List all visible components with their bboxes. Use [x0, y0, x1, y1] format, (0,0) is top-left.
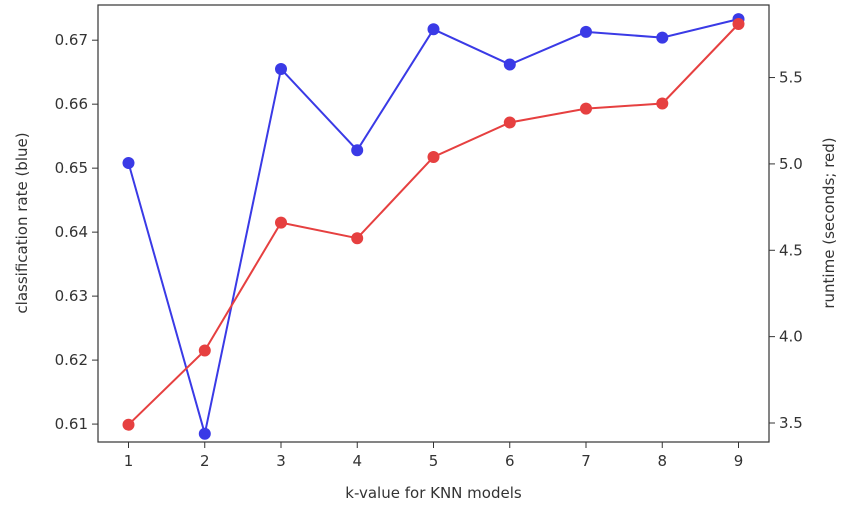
- classification-rate-point: [275, 63, 287, 75]
- runtime-point: [503, 116, 516, 129]
- x-tick-label: 8: [657, 452, 667, 470]
- x-tick-label: 9: [734, 452, 744, 470]
- classification-rate-point: [427, 23, 440, 36]
- runtime-point: [427, 151, 440, 163]
- left-y-tick-label: 0.62: [55, 351, 88, 369]
- x-tick-label: 3: [276, 452, 286, 470]
- right-y-tick-label: 5.0: [779, 155, 803, 173]
- runtime-point: [122, 418, 135, 431]
- left-y-tick-label: 0.66: [55, 95, 88, 113]
- right-y-tick-label: 4.5: [779, 241, 803, 259]
- classification-rate-point: [351, 144, 364, 157]
- runtime-point: [351, 232, 364, 245]
- x-tick-label: 7: [581, 452, 591, 470]
- x-tick-label: 6: [505, 452, 515, 470]
- x-tick-label: 1: [124, 452, 134, 470]
- classification-rate-point: [122, 157, 135, 169]
- left-y-tick-label: 0.64: [55, 223, 88, 241]
- runtime-point: [580, 102, 592, 115]
- x-axis-label: k-value for KNN models: [345, 484, 522, 502]
- left-y-tick-label: 0.61: [55, 415, 88, 433]
- left-y-axis-label: classification rate (blue): [13, 132, 31, 313]
- left-y-tick-label: 0.67: [55, 31, 88, 49]
- classification-rate-line: [127, 18, 739, 434]
- runtime-point: [656, 97, 669, 110]
- runtime-point: [275, 216, 287, 229]
- classification-rate-point: [503, 58, 516, 71]
- classification-rate-point: [656, 31, 669, 44]
- classification-rate-point: [198, 427, 211, 440]
- classification-rate-point: [580, 25, 592, 38]
- x-tick-label: 5: [429, 452, 439, 470]
- right-y-axis-label: runtime (seconds; red): [820, 137, 838, 308]
- right-y-tick-label: 3.5: [779, 414, 803, 432]
- x-tick-label: 2: [200, 452, 210, 470]
- right-y-tick-label: 4.0: [779, 328, 803, 346]
- x-tick-label: 4: [352, 452, 362, 470]
- runtime-point: [732, 18, 745, 30]
- left-y-tick-label: 0.63: [55, 287, 88, 305]
- left-y-tick-label: 0.65: [55, 159, 88, 177]
- right-y-tick-label: 5.5: [779, 69, 803, 87]
- plot-frame: [97, 4, 770, 443]
- runtime-point: [198, 344, 211, 357]
